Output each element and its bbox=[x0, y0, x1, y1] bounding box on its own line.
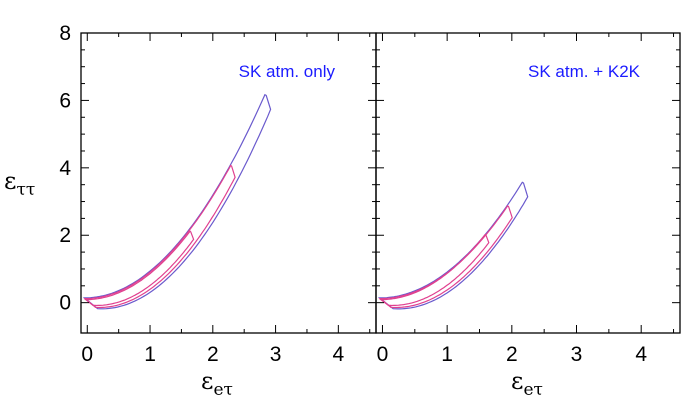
contours-group bbox=[377, 181, 529, 310]
x-tick-label: 2 bbox=[207, 343, 219, 366]
x-axis-label: εeτ bbox=[511, 367, 543, 400]
y-axis-label: εττ bbox=[4, 167, 35, 200]
ticks-group: 0 1 2 3 4 bbox=[376, 32, 680, 366]
x-tick-label: 2 bbox=[506, 343, 518, 366]
panel-label: SK atm. + K2K bbox=[528, 62, 641, 81]
contour-outer-0 bbox=[377, 181, 529, 310]
contour-inner-1 bbox=[83, 164, 236, 309]
plot-frame bbox=[375, 32, 681, 334]
contour-inner-2 bbox=[379, 233, 490, 307]
x-tick-label: 0 bbox=[81, 343, 93, 366]
contour-inner-1 bbox=[378, 205, 513, 309]
panel-label: SK atm. only bbox=[239, 62, 336, 81]
x-tick-label: 3 bbox=[571, 343, 583, 366]
contours-group bbox=[82, 93, 272, 310]
x-tick-label: 1 bbox=[441, 343, 453, 366]
x-tick-label: 1 bbox=[144, 343, 156, 366]
y-tick-label: 4 bbox=[59, 157, 71, 180]
x-tick-label: 3 bbox=[270, 343, 282, 366]
x-tick-label: 4 bbox=[332, 343, 344, 366]
x-tick-label: 4 bbox=[635, 343, 647, 366]
ticks-group: 0 1 2 3 4 0 2 4 6 8 bbox=[59, 22, 376, 366]
contour-outer-0 bbox=[82, 93, 272, 310]
x-axis-label: εeτ bbox=[201, 367, 233, 400]
contour-inner-2 bbox=[83, 230, 195, 307]
y-tick-label: 2 bbox=[59, 224, 71, 247]
panel-sk-atm-only: 0 1 2 3 4 0 2 4 6 8 SK atm. only εeτ εττ bbox=[4, 22, 377, 400]
x-tick-label: 0 bbox=[377, 343, 389, 366]
panel-sk-atm-k2k: 0 1 2 3 4 SK atm. + K2K εeτ bbox=[375, 32, 681, 400]
y-tick-label: 6 bbox=[59, 89, 71, 112]
y-tick-label: 8 bbox=[59, 22, 71, 45]
y-tick-label: 0 bbox=[59, 292, 71, 315]
